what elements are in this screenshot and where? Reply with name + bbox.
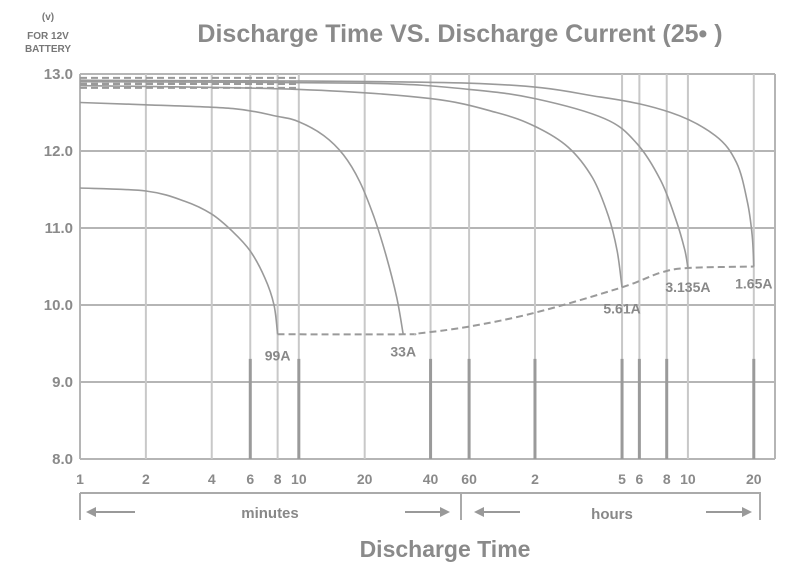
series-line: [79, 101, 404, 335]
grid: [79, 73, 776, 460]
chart-title: Discharge Time VS. Discharge Current (25…: [197, 20, 722, 48]
hours-segment: hours: [474, 506, 752, 523]
x-tick-label: 10: [291, 471, 307, 487]
series-label: 1.65A: [735, 276, 772, 292]
series-label: 5.61A: [603, 300, 640, 316]
x-tick-label: 20: [746, 471, 762, 487]
y-axis-ticks: 13.0 12.0 11.0 10.0 9.0 8.0: [44, 66, 73, 468]
end-voltage-line: [277, 265, 754, 336]
y-tick-label: 12.0: [44, 143, 73, 160]
y-unit-line-3: BATTERY: [25, 44, 71, 55]
y-unit-label: (v) FOR 12V BATTERY: [25, 12, 71, 55]
x-tick-label: 8: [663, 471, 671, 487]
y-tick-label: 9.0: [52, 374, 73, 391]
x-tick-label: 60: [461, 471, 477, 487]
series-line: [79, 187, 279, 335]
x-tick-label: 6: [635, 471, 643, 487]
x-tick-label: 40: [423, 471, 439, 487]
series-label: 99A: [265, 347, 291, 363]
minutes-label: minutes: [241, 505, 299, 522]
x-axis-title: Discharge Time: [360, 536, 531, 562]
series-line: [79, 80, 689, 269]
x-axis-ticks: 1 2 4 6 8 10 20 40 60 2 5 6 8 10 20: [76, 471, 762, 487]
y-tick-label: 10.0: [44, 297, 73, 314]
series-label: 33A: [390, 343, 416, 359]
x-tick-label: 8: [274, 471, 282, 487]
series-line: [79, 79, 755, 267]
bracket-frame: [79, 492, 761, 520]
y-tick-label: 8.0: [52, 451, 73, 468]
minutes-segment: minutes: [86, 505, 450, 522]
series-label: 3.135A: [665, 279, 710, 295]
time-segment-bracket: minutes hours: [79, 492, 761, 523]
series-layer: [79, 76, 755, 336]
y-tick-label: 11.0: [45, 220, 73, 237]
series-line: [79, 84, 623, 288]
x-tick-label: 4: [208, 471, 216, 487]
curve-labels: 99A 33A 5.61A 3.135A 1.65A: [265, 276, 773, 364]
x-tick-label: 10: [680, 471, 696, 487]
hours-label: hours: [591, 506, 633, 523]
y-tick-label: 13.0: [44, 66, 73, 83]
y-unit-line-2: FOR 12V: [27, 31, 69, 42]
x-tick-label: 20: [357, 471, 373, 487]
x-tick-label: 2: [142, 471, 150, 487]
x-tick-label: 1: [76, 471, 84, 487]
y-unit-line-1: (v): [42, 12, 54, 23]
x-tick-label: 2: [531, 471, 539, 487]
x-tick-label: 6: [246, 471, 254, 487]
x-tick-label: 5: [618, 471, 626, 487]
